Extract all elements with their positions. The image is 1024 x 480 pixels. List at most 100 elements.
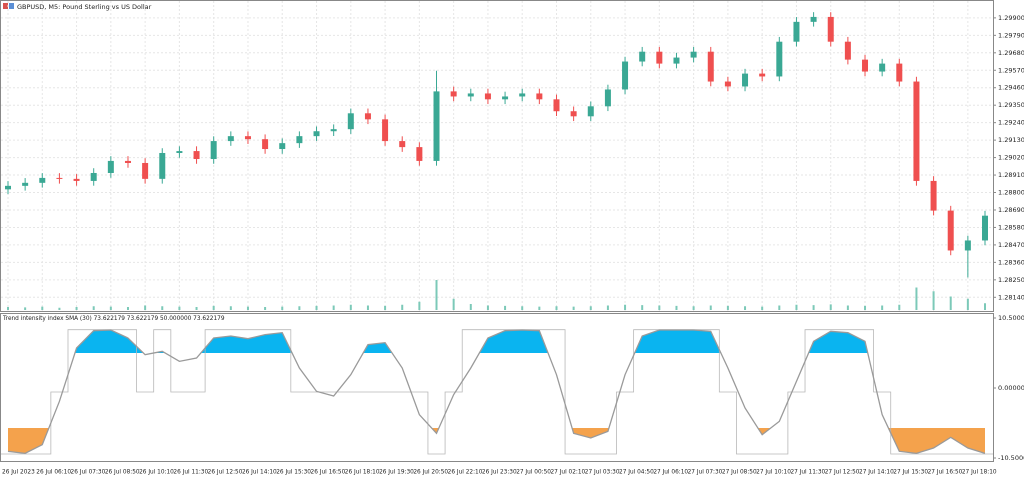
volume-bar: [435, 280, 438, 310]
volume-bar: [521, 306, 524, 310]
indicator-title: Trend intensity index SMA (30) 73.622179…: [2, 316, 225, 322]
y-tick-label: 1.28910: [998, 171, 1024, 179]
x-tick-label: 26 Jul 14:10: [242, 470, 277, 476]
volume-bar: [75, 307, 78, 310]
candle-body: [5, 185, 11, 190]
volume-bar: [349, 304, 352, 310]
volume-bar: [281, 306, 284, 310]
x-tick-label: 27 Jul 18:10: [962, 470, 997, 476]
y-tick-label: 1.28250: [998, 276, 1024, 284]
y-tick-label: -10.500000: [998, 454, 1024, 462]
candle-body: [73, 178, 80, 181]
volume-bar: [229, 306, 232, 310]
candle-body: [844, 41, 851, 60]
y-tick-label: 10.500000: [998, 314, 1024, 322]
volume-bar: [486, 305, 489, 310]
candle-body: [364, 113, 371, 120]
candle-body: [536, 93, 543, 100]
volume-bar: [109, 306, 112, 310]
y-tick-label: 1.28140: [998, 293, 1024, 301]
x-tick-label: 27 Jul 06:10: [653, 470, 688, 476]
x-tick-label: 27 Jul 12:50: [825, 470, 860, 476]
signal-line: [1, 329, 993, 455]
volume-bar: [195, 307, 198, 310]
volume-bar: [966, 298, 969, 310]
volume-bar: [778, 305, 781, 310]
x-tick-label: 26 Jul 12:50: [208, 470, 243, 476]
volume-bar: [246, 306, 249, 310]
volume-bar: [298, 306, 301, 310]
candle-body: [519, 93, 526, 97]
candle-body: [827, 16, 834, 42]
candle-body: [759, 73, 766, 77]
candle-body: [639, 51, 646, 62]
volume-bar: [144, 305, 147, 310]
candle-body: [587, 106, 594, 117]
volume-bar: [658, 305, 661, 310]
candle-body: [793, 21, 800, 42]
candle-body: [330, 129, 337, 132]
candle-body: [862, 59, 869, 72]
y-tick-label: 1.28470: [998, 241, 1024, 249]
candle-body: [810, 16, 817, 22]
x-tick-label: 26 Jul 11:30: [173, 470, 208, 476]
x-tick-label: 26 Jul 18:10: [345, 470, 380, 476]
volume-bar: [161, 306, 164, 310]
candle-body: [553, 99, 560, 112]
candle-body: [159, 152, 166, 179]
volume-bar: [366, 305, 369, 310]
x-tick-label: 26 Jul 19:30: [379, 470, 414, 476]
x-tick-label: 26 Jul 10:10: [139, 470, 174, 476]
volume-bar: [41, 306, 44, 310]
volume-bar: [846, 305, 849, 310]
y-tick-label: 1.28360: [998, 258, 1024, 266]
volume-bar: [932, 291, 935, 310]
volume-bar: [589, 306, 592, 310]
y-tick-label: 1.28800: [998, 189, 1024, 197]
volume-bar: [744, 306, 747, 310]
candle-body: [382, 119, 389, 142]
candle-body: [39, 177, 46, 183]
x-tick-label: 27 Jul 07:30: [688, 470, 723, 476]
volume-bar: [332, 305, 335, 310]
candle-body: [262, 139, 269, 150]
candle-body: [502, 96, 509, 100]
volume-bar: [624, 304, 627, 310]
volume-bar: [7, 307, 9, 310]
volume-bar: [469, 304, 472, 310]
candle-body: [776, 41, 783, 77]
y-tick-label: 1.28580: [998, 223, 1024, 231]
candle-body: [879, 63, 886, 72]
candle-body: [913, 81, 920, 181]
x-tick-label: 27 Jul 00:50: [516, 470, 551, 476]
volume-bar: [572, 306, 575, 310]
y-tick-label: 1.29130: [998, 136, 1024, 144]
volume-bar: [709, 305, 712, 310]
volume-bar: [641, 305, 644, 310]
candle-body: [947, 210, 954, 251]
y-tick-label: 0.000000: [998, 384, 1024, 392]
y-tick-label: 1.29350: [998, 101, 1024, 109]
x-tick-label: 26 Jul 2023: [2, 470, 35, 476]
volume-bar: [675, 305, 678, 310]
candle-body: [604, 89, 611, 107]
y-tick-label: 1.29790: [998, 31, 1024, 39]
candle-body: [930, 180, 937, 211]
candle-body: [313, 131, 320, 137]
x-tick-label: 27 Jul 04:50: [619, 470, 654, 476]
volume-bar: [812, 305, 815, 310]
volume-bar: [949, 296, 952, 310]
candle-body: [193, 151, 200, 160]
y-tick-label: 1.29570: [998, 66, 1024, 74]
candle-body: [673, 57, 680, 64]
volume-bar: [881, 305, 884, 310]
volume-bar: [898, 304, 901, 310]
volume-bar: [212, 305, 215, 310]
y-tick-label: 1.28690: [998, 206, 1024, 214]
x-tick-label: 27 Jul 03:30: [585, 470, 620, 476]
x-tick-label: 26 Jul 16:50: [311, 470, 346, 476]
main-panel-frame: [0, 0, 994, 312]
volume-bar: [315, 305, 318, 310]
candle-body: [656, 51, 663, 64]
